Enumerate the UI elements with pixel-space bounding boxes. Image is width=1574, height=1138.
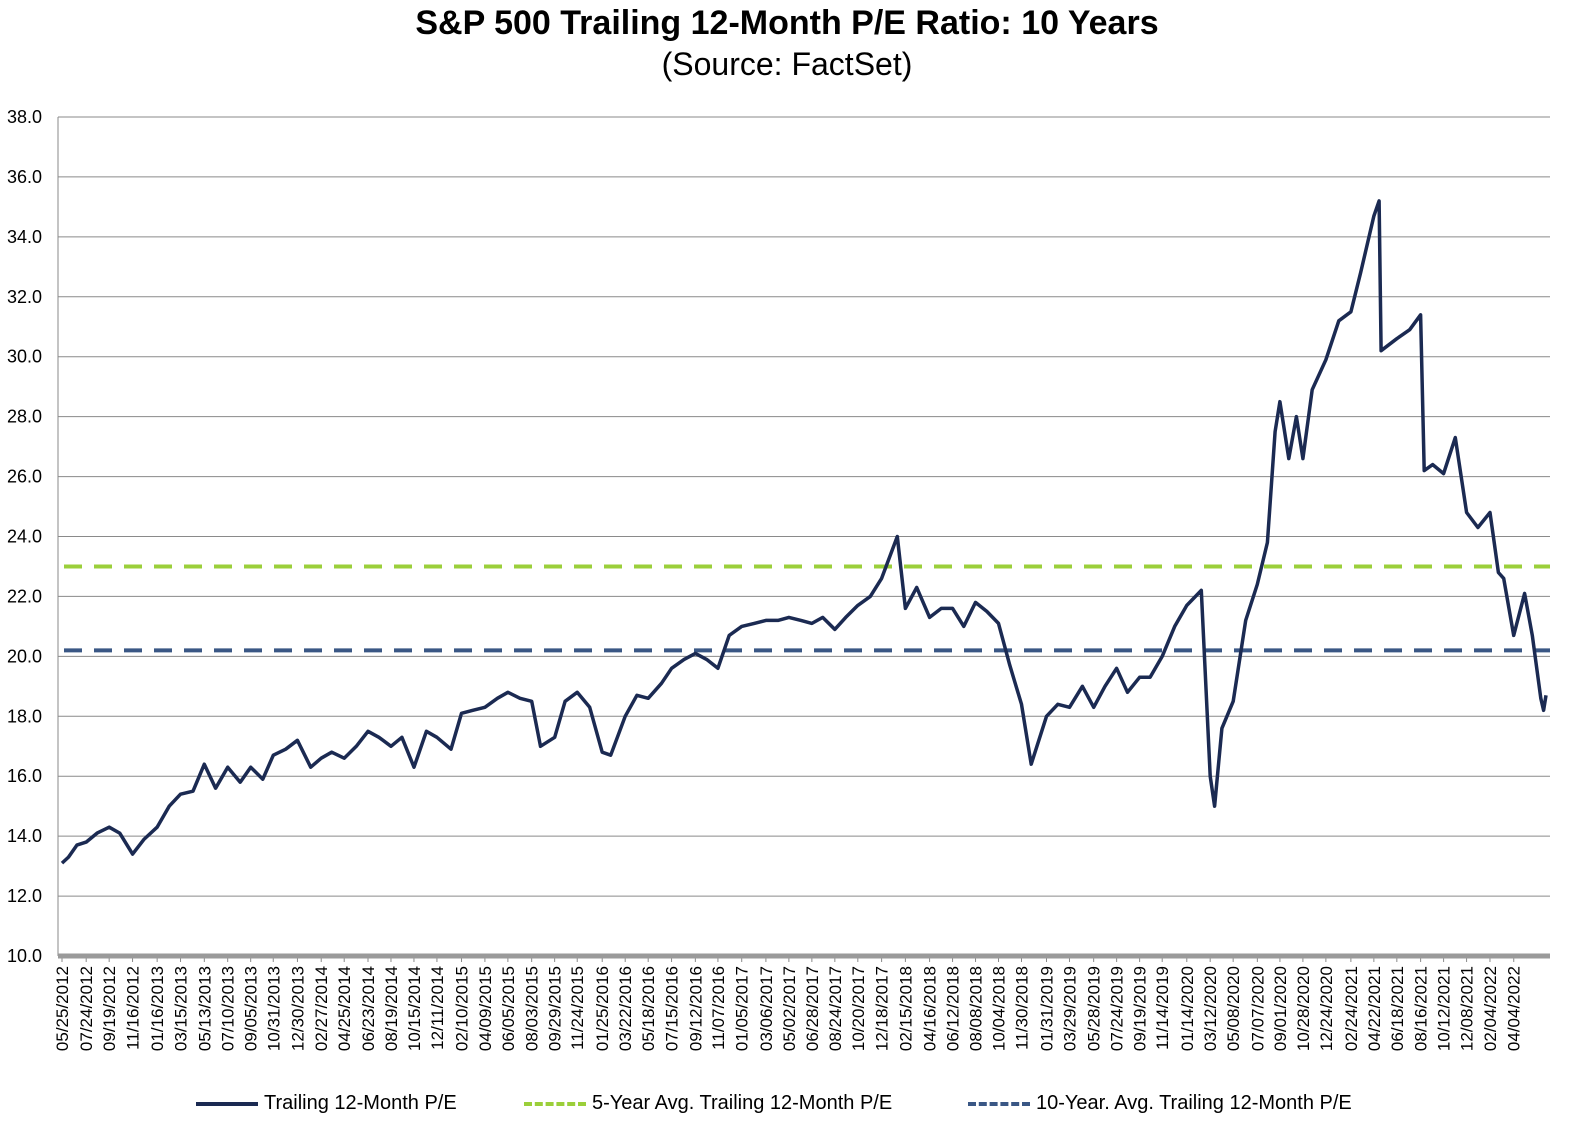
x-tick-label: 09/19/2012 [100, 966, 119, 1051]
trailing-pe-line [60, 199, 1548, 865]
x-tick-label: 05/28/2019 [1085, 966, 1104, 1051]
y-tick-label: 32.0 [7, 287, 42, 307]
x-tick-label: 12/24/2020 [1317, 966, 1336, 1051]
x-tick-label: 07/24/2019 [1108, 966, 1127, 1051]
y-tick-label: 22.0 [7, 586, 42, 606]
x-tick-label: 10/31/2013 [264, 966, 283, 1051]
x-tick-label: 03/15/2013 [172, 966, 191, 1051]
legend-item-trailing-pe: Trailing 12-Month P/E [196, 1092, 457, 1115]
x-tick-label: 01/05/2017 [733, 966, 752, 1051]
x-tick-label: 02/27/2014 [312, 966, 331, 1051]
x-tick-label: 12/30/2013 [288, 966, 307, 1051]
x-tick-label: 04/25/2014 [335, 966, 354, 1051]
x-tick-label: 10/15/2014 [405, 966, 424, 1051]
x-tick-label: 01/16/2013 [148, 966, 167, 1051]
x-tick-label: 05/13/2013 [195, 966, 214, 1051]
axes [57, 117, 1550, 959]
x-tick-label: 07/15/2016 [663, 966, 682, 1051]
x-tick-label: 05/25/2012 [53, 966, 72, 1051]
y-tick-label: 36.0 [7, 167, 42, 187]
x-tick-label: 03/06/2017 [757, 966, 776, 1051]
x-tick-label: 11/30/2018 [1013, 966, 1032, 1050]
x-axis-ticks: 05/25/2012 07/24/2012 09/19/2012 11/16/2012… [53, 956, 1524, 1051]
y-tick-label: 34.0 [7, 227, 42, 247]
x-tick-label: 10/28/2020 [1294, 966, 1313, 1051]
y-tick-label: 16.0 [7, 766, 42, 786]
x-tick-label: 05/18/2016 [639, 966, 658, 1051]
y-axis-ticks: 38.0 36.0 34.0 32.0 30.0 28.0 26.0 24.0 22.0 20.0… [7, 107, 42, 966]
y-tick-label: 18.0 [7, 706, 42, 726]
legend-label-trailing-pe: Trailing 12-Month P/E [264, 1092, 457, 1114]
y-tick-label: 12.0 [7, 886, 42, 906]
legend-swatch-10yr-avg [968, 1101, 1030, 1106]
x-tick-label: 11/14/2019 [1153, 966, 1172, 1050]
x-tick-label: 05/08/2020 [1224, 966, 1243, 1051]
y-tick-label: 30.0 [7, 347, 42, 367]
x-tick-label: 08/19/2014 [382, 966, 401, 1051]
chart-subtitle: (Source: FactSet) [661, 46, 913, 82]
legend-label-10yr-avg: 10-Year. Avg. Trailing 12-Month P/E [1036, 1092, 1352, 1114]
x-tick-label: 06/05/2015 [499, 966, 518, 1051]
x-tick-label: 12/18/2017 [873, 966, 892, 1051]
x-tick-label: 02/04/2022 [1481, 966, 1500, 1051]
x-tick-label: 10/20/2017 [849, 966, 868, 1051]
x-tick-label: 12/11/2014 [428, 966, 447, 1050]
x-tick-label: 09/12/2016 [686, 966, 705, 1051]
legend-item-5yr-avg: 5-Year Avg. Trailing 12-Month P/E [524, 1092, 892, 1115]
gridlines [58, 116, 1550, 897]
x-tick-label: 08/03/2015 [523, 966, 542, 1051]
x-tick-label: 07/07/2020 [1248, 966, 1267, 1051]
x-tick-label: 09/19/2019 [1131, 966, 1150, 1051]
y-tick-label: 38.0 [7, 107, 42, 127]
x-tick-label: 03/29/2019 [1060, 966, 1079, 1051]
x-tick-label: 04/22/2021 [1365, 966, 1384, 1051]
y-tick-label: 24.0 [7, 527, 42, 547]
x-tick-label: 11/16/2012 [124, 966, 143, 1050]
x-tick-label: 06/18/2021 [1388, 966, 1407, 1051]
x-tick-label: 04/09/2015 [476, 966, 495, 1051]
x-tick-label: 06/28/2017 [803, 966, 822, 1051]
x-tick-label: 07/24/2012 [77, 966, 96, 1051]
x-tick-label: 07/10/2013 [219, 966, 238, 1051]
x-tick-label: 01/25/2016 [593, 966, 612, 1051]
x-tick-label: 02/10/2015 [453, 966, 472, 1051]
x-tick-label: 01/31/2019 [1037, 966, 1056, 1051]
x-tick-label: 09/05/2013 [242, 966, 261, 1051]
chart-title: S&P 500 Trailing 12-Month P/E Ratio: 10 … [415, 4, 1159, 42]
x-tick-label: 05/02/2017 [780, 966, 799, 1051]
x-tick-label: 08/08/2018 [967, 966, 986, 1051]
legend-item-10yr-avg: 10-Year. Avg. Trailing 12-Month P/E [968, 1092, 1352, 1115]
x-tick-label: 08/24/2017 [826, 966, 845, 1051]
legend-swatch-trailing-pe [196, 1101, 258, 1106]
x-tick-label: 06/23/2014 [359, 966, 378, 1051]
series-layer [60, 199, 1550, 865]
x-tick-label: 01/14/2020 [1178, 966, 1197, 1051]
x-tick-label: 02/15/2018 [896, 966, 915, 1051]
x-tick-label: 06/12/2018 [944, 966, 963, 1051]
legend-swatch-5yr-avg [524, 1101, 586, 1106]
x-tick-label: 09/29/2015 [546, 966, 565, 1051]
y-tick-label: 28.0 [7, 407, 42, 427]
y-tick-label: 10.0 [7, 946, 42, 966]
x-tick-label: 04/04/2022 [1505, 966, 1524, 1051]
y-tick-label: 26.0 [7, 467, 42, 487]
x-tick-label: 11/24/2015 [568, 966, 587, 1050]
x-tick-label: 08/16/2021 [1412, 966, 1431, 1051]
x-tick-label: 02/24/2021 [1342, 966, 1361, 1051]
x-tick-label: 03/12/2020 [1201, 966, 1220, 1051]
x-tick-label: 11/07/2016 [709, 966, 728, 1050]
y-tick-label: 14.0 [7, 826, 42, 846]
x-tick-label: 03/22/2016 [616, 966, 635, 1051]
y-tick-label: 20.0 [7, 646, 42, 666]
x-tick-label: 12/08/2021 [1458, 966, 1477, 1051]
x-tick-label: 04/16/2018 [921, 966, 940, 1051]
x-tick-label: 09/01/2020 [1271, 966, 1290, 1051]
legend-label-5yr-avg: 5-Year Avg. Trailing 12-Month P/E [592, 1092, 893, 1114]
x-tick-label: 10/04/2018 [990, 966, 1009, 1051]
x-tick-label: 10/12/2021 [1435, 966, 1454, 1051]
legend: Trailing 12-Month P/E 5-Year Avg. Traili… [0, 1092, 1574, 1122]
